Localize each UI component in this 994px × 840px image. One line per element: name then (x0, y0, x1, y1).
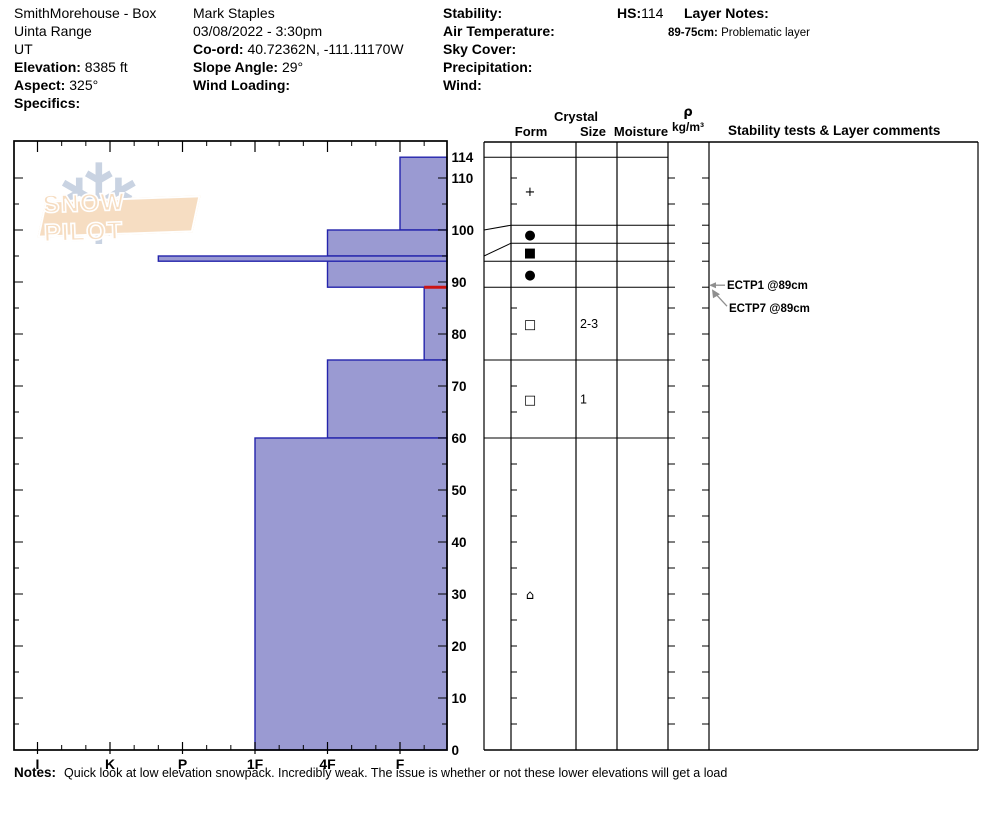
hs-line: HS:114 (617, 4, 663, 22)
depth-label-10: 10 (452, 691, 467, 706)
ectp7-arrow-head (712, 289, 720, 299)
coord-value: 40.72362N, -111.11170W (247, 41, 404, 57)
hardness-bar-75-60cm (326, 359, 448, 439)
notes-line: Notes: Quick look at low elevation snowpa… (14, 765, 727, 780)
ectp1-arrow-head (709, 282, 716, 289)
grain-size-value: 2-3 (580, 317, 598, 331)
moisture-column-header: Moisture (613, 124, 669, 139)
slope-angle-label: Slope Angle: (193, 59, 279, 75)
hardness-bar-89-75cm (423, 286, 448, 361)
hardness-bar-60-0cm (254, 437, 448, 751)
depth-label-80: 80 (452, 327, 467, 342)
pit-state: UT (14, 41, 33, 57)
depth-label-50: 50 (452, 483, 467, 498)
layer-notes-label: Layer Notes: (684, 5, 769, 21)
depth-label-110: 110 (452, 171, 474, 186)
grain-form-symbol-rounded-grains: ● (524, 228, 535, 243)
observer-name: Mark Staples (193, 5, 275, 21)
aspect-label: Aspect: (14, 77, 66, 93)
specifics-label: Specifics: (14, 95, 81, 111)
layer-depth-connector (483, 242, 512, 257)
aspect-line: Aspect: 325° (14, 76, 98, 94)
stability-label: Stability: (443, 5, 503, 21)
depth-label-114: 114 (452, 150, 474, 165)
slope-angle-line: Slope Angle: 29° (193, 58, 303, 76)
hardness-bar-94-89cm (326, 260, 448, 288)
notes-text: Quick look at low elevation snowpack. In… (64, 766, 728, 780)
air-temperature-label: Air Temperature: (443, 23, 555, 39)
depth-label-60: 60 (452, 431, 467, 446)
grain-form-symbol-precipitation-particles: + (525, 185, 536, 200)
observation-datetime: 03/08/2022 - 3:30pm (193, 23, 323, 39)
density-units-header: kg/m³ (671, 120, 705, 134)
form-column-header: Form (514, 124, 548, 139)
layer-note-text: Problematic layer (721, 27, 810, 39)
coord-label: Co-ord: (193, 41, 244, 57)
grain-form-symbol-faceted-crystals: □ (524, 393, 536, 408)
hardness-label-P: P (178, 756, 187, 772)
depth-label-0: 0 (452, 743, 460, 758)
grain-form-symbol-ice-layer: ■ (524, 246, 536, 261)
hardness-bar-114-100cm (399, 156, 448, 231)
comments-column-header: Stability tests & Layer comments (728, 123, 941, 138)
precipitation-label: Precipitation: (443, 59, 533, 75)
hardness-label-I: I (36, 756, 40, 772)
stability-test-label-ectp1: ECTP1 @89cm (727, 280, 808, 292)
hardness-label-4F: 4F (319, 756, 336, 772)
wind-loading-label: Wind Loading: (193, 77, 291, 93)
sky-cover-label: Sky Cover: (443, 41, 517, 57)
grain-form-symbol-depth-hoar: ⌂ (526, 588, 534, 603)
hardness-label-F: F (396, 756, 405, 772)
density-column-header: ρ (683, 105, 693, 120)
hardness-label-1F: 1F (247, 756, 264, 772)
layer-depth-connector (483, 224, 512, 231)
depth-label-20: 20 (452, 639, 467, 654)
layer-note-range: 89-75cm: (668, 27, 718, 39)
grain-form-symbol-faceted-crystals: □ (524, 317, 536, 332)
pit-name: SmithMorehouse - Box (14, 5, 157, 21)
hs-value: 114 (641, 5, 664, 21)
stability-test-label-ectp7: ECTP7 @89cm (729, 303, 810, 315)
elevation-value: 8385 ft (84, 59, 128, 75)
elevation-label: Elevation: (14, 59, 81, 75)
aspect-value: 325° (69, 77, 99, 93)
slope-angle-value: 29° (281, 59, 304, 75)
hs-label: HS: (617, 5, 642, 21)
notes-label: Notes: (14, 765, 57, 780)
crystal-column-header: Crystal (553, 109, 599, 124)
depth-label-100: 100 (452, 223, 475, 238)
size-column-header: Size (579, 124, 607, 139)
grain-form-symbol-rounded-grains: ● (524, 268, 535, 283)
hardness-label-K: K (105, 756, 115, 772)
hardness-bar-95-94cm (157, 255, 448, 262)
layer-note: 89-75cm: Problematic layer (668, 24, 810, 42)
pit-range: Uinta Range (14, 23, 92, 39)
hardness-bar-100-95cm (326, 229, 448, 257)
depth-label-90: 90 (452, 275, 467, 290)
wind-label: Wind: (443, 77, 482, 93)
depth-label-30: 30 (452, 587, 467, 602)
coord-line: Co-ord: 40.72362N, -111.11170W (193, 40, 404, 58)
depth-label-40: 40 (452, 535, 467, 550)
depth-label-70: 70 (452, 379, 467, 394)
grain-size-value: 1 (580, 393, 587, 407)
elevation-line: Elevation: 8385 ft (14, 58, 128, 76)
